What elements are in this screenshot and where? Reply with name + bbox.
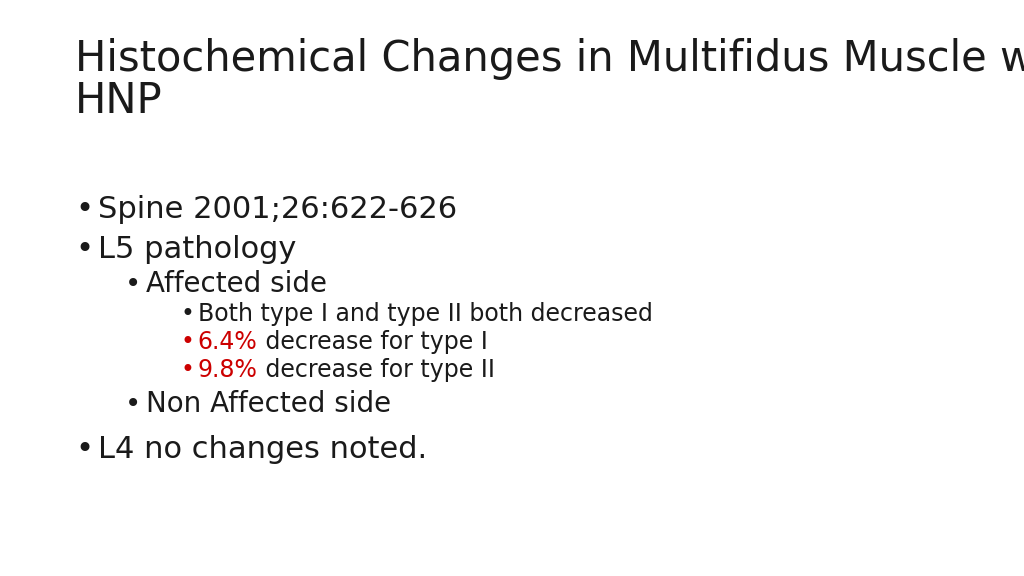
Text: •: • (180, 330, 194, 354)
Text: •: • (180, 302, 194, 326)
Text: •: • (75, 235, 93, 264)
Text: •: • (180, 358, 194, 382)
Text: •: • (125, 270, 141, 298)
Text: Affected side: Affected side (146, 270, 327, 298)
Text: L4 no changes noted.: L4 no changes noted. (98, 435, 427, 464)
Text: Both type I and type II both decreased: Both type I and type II both decreased (198, 302, 652, 326)
Text: L5 pathology: L5 pathology (98, 235, 297, 264)
Text: •: • (75, 195, 93, 224)
Text: Spine 2001;26:622-626: Spine 2001;26:622-626 (98, 195, 458, 224)
Text: decrease for type II: decrease for type II (258, 358, 495, 382)
Text: 6.4%: 6.4% (198, 330, 258, 354)
Text: Non Affected side: Non Affected side (146, 390, 391, 418)
Text: Histochemical Changes in Multifidus Muscle with: Histochemical Changes in Multifidus Musc… (75, 38, 1024, 80)
Text: •: • (75, 435, 93, 464)
Text: 9.8%: 9.8% (198, 358, 258, 382)
Text: decrease for type I: decrease for type I (258, 330, 487, 354)
Text: •: • (125, 390, 141, 418)
Text: HNP: HNP (75, 80, 163, 122)
